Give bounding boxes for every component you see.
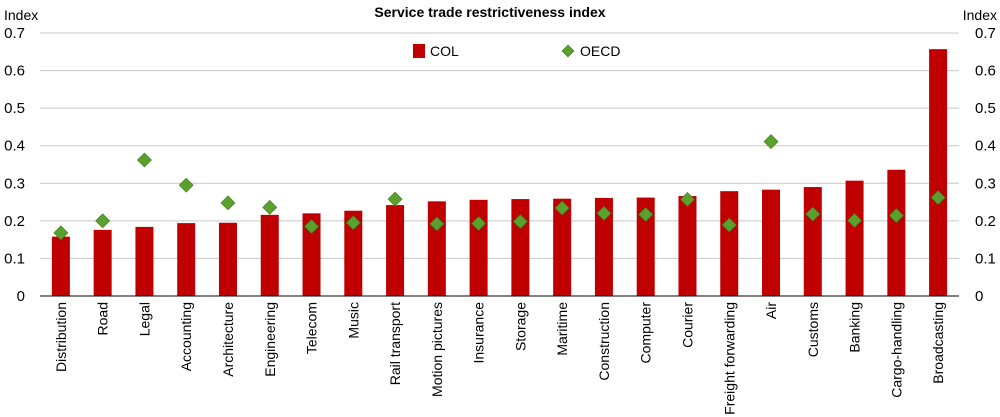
- oecd-marker: [888, 208, 904, 224]
- col-bar: [553, 198, 572, 296]
- col-bar: [887, 169, 906, 296]
- y-tick-label-left: 0.1: [4, 250, 25, 267]
- y-tick-label-right: 0.6: [975, 63, 996, 80]
- x-tick-label: Courier: [679, 302, 695, 348]
- x-tick-label: Telecom: [304, 302, 320, 354]
- x-tick-label: Freight forwarding: [721, 302, 737, 415]
- oecd-marker: [345, 215, 361, 231]
- x-tick-label: Architecture: [220, 302, 236, 377]
- col-bar: [803, 187, 822, 296]
- x-tick-label: Distribution: [53, 302, 69, 372]
- oecd-marker: [304, 219, 319, 234]
- col-bar: [218, 222, 237, 296]
- x-tick-label: Legal: [136, 302, 152, 336]
- col-bar: [51, 236, 70, 296]
- col-bars: [51, 49, 948, 296]
- oecd-marker: [930, 190, 946, 205]
- x-tick-label: Air: [763, 302, 779, 319]
- y-tick-label-left: 0.5: [4, 100, 25, 117]
- x-tick-label: Rail transport: [387, 302, 403, 385]
- y-tick-label-right: 0.3: [975, 175, 996, 192]
- col-bar: [594, 197, 613, 296]
- y-ticks-right: 0 0.1 0.2 0.3 0.4 0.5 0.6 0.7: [975, 25, 996, 305]
- legend-oecd-label: OECD: [580, 43, 620, 59]
- y-tick-label-left: 0.4: [4, 138, 25, 155]
- x-tick-label: Music: [345, 302, 361, 339]
- col-bar: [720, 191, 739, 296]
- x-tick-label: Cargo-handling: [888, 302, 904, 398]
- oecd-marker: [220, 195, 236, 211]
- y-tick-label-left: 0: [17, 288, 25, 305]
- oecd-marker: [178, 177, 194, 193]
- oecd-marker: [680, 192, 695, 207]
- x-tick-label: Construction: [596, 302, 612, 381]
- x-tick-label: Maritime: [554, 302, 570, 356]
- x-tick-label: Engineering: [262, 302, 278, 377]
- col-bar: [427, 201, 446, 296]
- col-bar: [260, 214, 279, 296]
- y-tick-label-right: 0.7: [975, 25, 996, 42]
- legend: COL OECD: [413, 43, 620, 59]
- x-tick-label: Storage: [512, 302, 528, 351]
- col-bar: [762, 189, 781, 296]
- oecd-marker: [471, 216, 487, 231]
- x-tick-label: Road: [95, 302, 111, 335]
- x-tick-label: Banking: [847, 302, 863, 353]
- legend-col-label: COL: [430, 43, 459, 59]
- col-bar: [135, 226, 154, 296]
- oecd-marker: [763, 134, 779, 150]
- oecd-marker: [429, 216, 445, 232]
- oecd-marker: [95, 213, 111, 229]
- legend-oecd-swatch: [561, 44, 575, 58]
- y-tick-label-right: 0.5: [975, 100, 996, 117]
- oecd-marker: [262, 199, 278, 215]
- y-axis-label-right: Index: [963, 7, 997, 23]
- x-tick-label: Accounting: [178, 302, 194, 371]
- oecd-marker: [638, 207, 654, 222]
- col-bar: [678, 196, 697, 296]
- col-bar: [177, 223, 196, 296]
- y-tick-label-left: 0.2: [4, 213, 25, 230]
- x-tick-labels: Distribution Road Legal Accounting Architect…: [53, 302, 946, 415]
- x-tick-label: Broadcasting: [930, 302, 946, 384]
- col-bar: [344, 210, 363, 296]
- oecd-markers: [53, 134, 946, 241]
- gridlines: [40, 32, 959, 259]
- y-tick-label-left: 0.7: [4, 25, 25, 42]
- x-tick-label: Customs: [805, 302, 821, 357]
- col-bar: [302, 213, 321, 296]
- y-tick-label-left: 0.3: [4, 175, 25, 192]
- col-bar: [93, 229, 112, 296]
- y-axis-label-left: Index: [4, 7, 38, 23]
- x-tick-label: Computer: [638, 302, 654, 364]
- y-tick-label-left: 0.6: [4, 63, 25, 80]
- legend-col-swatch: [413, 44, 425, 58]
- oecd-marker: [137, 152, 152, 168]
- oecd-marker: [53, 225, 69, 241]
- col-bar: [386, 205, 405, 296]
- y-tick-label-right: 0.4: [975, 138, 996, 155]
- y-tick-label-right: 0.2: [975, 213, 996, 230]
- y-tick-label-right: 0.1: [975, 250, 996, 267]
- oecd-marker: [554, 200, 570, 216]
- col-bar: [845, 180, 864, 296]
- oecd-marker: [596, 205, 612, 221]
- col-bar: [929, 49, 948, 296]
- oecd-marker: [847, 213, 862, 228]
- y-tick-label-right: 0: [975, 288, 983, 305]
- oecd-marker: [805, 206, 821, 222]
- oecd-marker: [387, 191, 403, 207]
- chart-title: Service trade restrictiveness index: [374, 4, 605, 20]
- x-tick-label: Motion pictures: [429, 302, 445, 397]
- oecd-marker: [512, 214, 528, 230]
- col-bar: [469, 199, 488, 296]
- col-bar: [511, 199, 530, 296]
- y-ticks-left: 0 0.1 0.2 0.3 0.4 0.5 0.6 0.7: [4, 25, 25, 305]
- x-tick-label: Insurance: [471, 302, 487, 364]
- oecd-marker: [721, 217, 737, 233]
- col-bar: [636, 197, 655, 296]
